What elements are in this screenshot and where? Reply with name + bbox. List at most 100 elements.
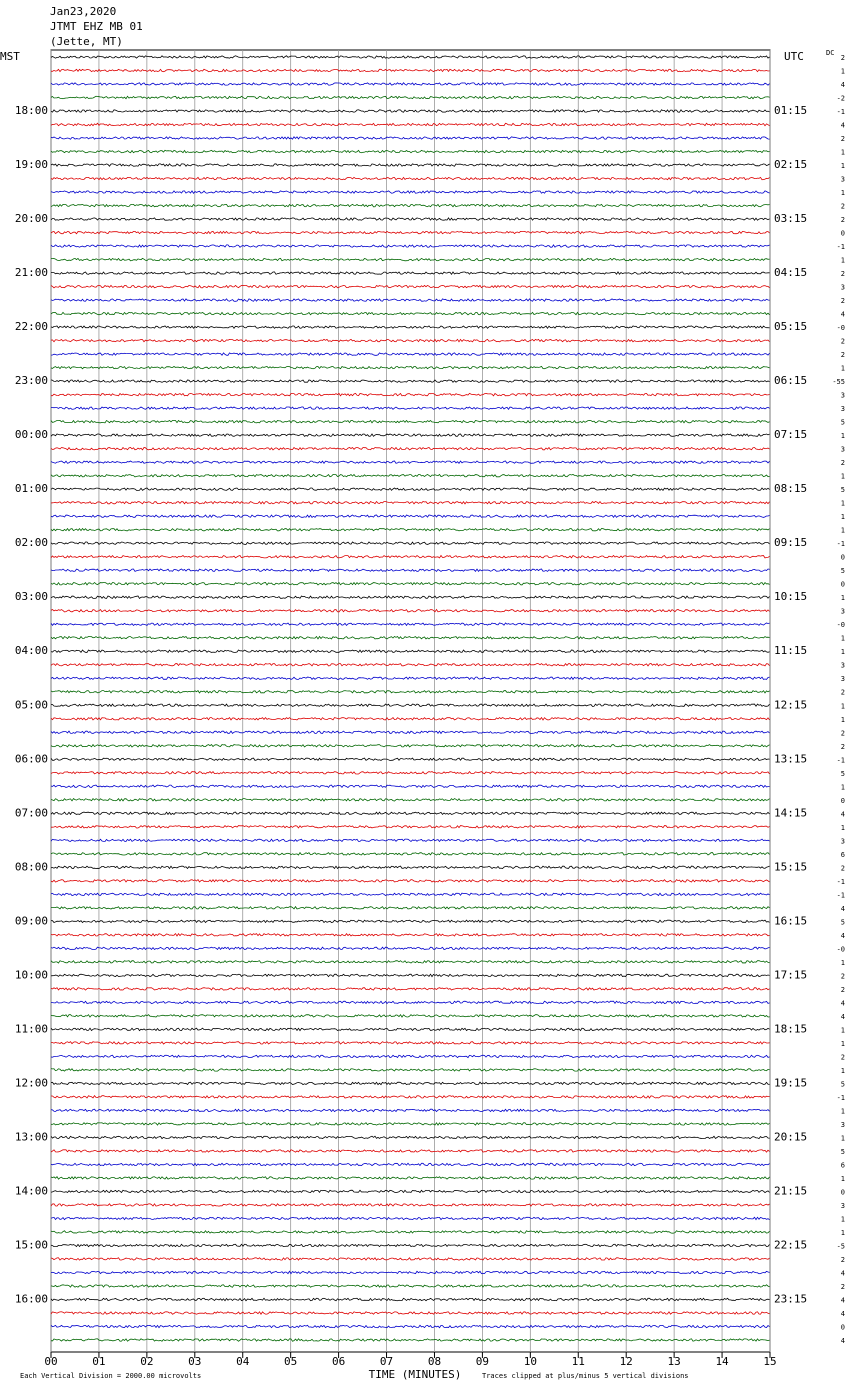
dc-value: -5	[837, 1242, 845, 1250]
utc-label: 23:15	[774, 1292, 807, 1305]
trace	[50, 892, 770, 897]
mst-label: 04:00	[15, 644, 48, 657]
dc-value: 0	[841, 1188, 845, 1196]
trace	[50, 581, 770, 586]
x-tick-label: 04	[236, 1355, 250, 1368]
dc-header: DC	[826, 49, 834, 57]
scale-note: Each Vertical Division = 2000.00 microvo…	[20, 1372, 201, 1380]
dc-value: 1	[841, 513, 845, 521]
dc-value: 1	[841, 189, 845, 197]
trace	[50, 136, 770, 140]
dc-value: 5	[841, 1080, 845, 1088]
dc-value: 4	[841, 1337, 845, 1345]
dc-value: -1	[837, 878, 845, 886]
x-tick-label: 02	[140, 1355, 153, 1368]
dc-value: 1	[841, 162, 845, 170]
dc-value: 3	[841, 1121, 845, 1129]
dc-value: 4	[841, 311, 845, 319]
trace	[50, 460, 770, 464]
dc-value: -1	[837, 891, 845, 899]
trace	[50, 743, 770, 748]
trace	[50, 82, 770, 86]
dc-value: 1	[841, 716, 845, 724]
dc-value: 4	[841, 1310, 845, 1318]
dc-value: 1	[841, 1067, 845, 1075]
utc-label: 14:15	[774, 806, 807, 819]
dc-value: -0	[837, 324, 845, 332]
dc-value: 2	[841, 338, 845, 346]
utc-label: 01:15	[774, 104, 807, 117]
dc-value: 2	[841, 297, 845, 305]
mst-label: 16:00	[15, 1292, 48, 1305]
trace	[50, 757, 770, 762]
dc-value: 1	[841, 473, 845, 481]
dc-value: 1	[841, 1107, 845, 1115]
title-line: Jan23,2020	[50, 5, 116, 18]
mst-label: 03:00	[15, 590, 48, 603]
trace	[51, 905, 770, 910]
mst-label: 13:00	[15, 1130, 48, 1143]
trace	[50, 878, 770, 883]
dc-value: -1	[837, 243, 845, 251]
dc-value: 1	[841, 527, 845, 535]
trace	[50, 595, 770, 599]
dc-value: 4	[841, 905, 845, 913]
dc-value: 4	[841, 1296, 845, 1304]
trace	[50, 865, 770, 870]
trace	[50, 1108, 770, 1113]
x-tick-label: 01	[92, 1355, 105, 1368]
trace	[50, 95, 770, 100]
utc-label: 13:15	[774, 752, 807, 765]
trace	[50, 487, 770, 492]
title-line: (Jette, MT)	[50, 35, 123, 48]
trace	[50, 716, 770, 721]
dc-value: 5	[841, 567, 845, 575]
utc-label: 12:15	[774, 698, 807, 711]
trace	[50, 1014, 770, 1018]
x-tick-label: 13	[668, 1355, 681, 1368]
dc-value: -0	[837, 945, 845, 953]
dc-value: 0	[841, 797, 845, 805]
trace	[50, 770, 770, 775]
trace	[50, 689, 770, 694]
left-header: MST	[0, 50, 20, 63]
trace	[50, 932, 770, 937]
dc-value: -55	[832, 378, 845, 386]
dc-value: -1	[837, 1094, 845, 1102]
trace	[50, 244, 770, 248]
trace	[50, 109, 770, 113]
utc-label: 03:15	[774, 212, 807, 225]
dc-value: 3	[841, 608, 845, 616]
trace	[50, 676, 770, 681]
dc-value: 2	[841, 1283, 845, 1291]
dc-value: 3	[841, 675, 845, 683]
trace	[50, 527, 770, 532]
dc-value: 5	[841, 486, 845, 494]
dc-value: 1	[841, 1026, 845, 1034]
utc-label: 15:15	[774, 860, 807, 873]
dc-value: 6	[841, 851, 845, 859]
trace	[50, 554, 770, 559]
dc-value: 2	[841, 972, 845, 980]
trace	[50, 419, 770, 424]
dc-value: 1	[841, 1175, 845, 1183]
x-tick-label: 05	[284, 1355, 297, 1368]
trace	[50, 284, 770, 289]
dc-value: 3	[841, 176, 845, 184]
dc-value: 5	[841, 419, 845, 427]
trace	[50, 1148, 770, 1153]
mst-label: 18:00	[15, 104, 48, 117]
dc-value: 2	[841, 351, 845, 359]
utc-label: 04:15	[774, 266, 807, 279]
dc-value: 2	[841, 459, 845, 467]
mst-label: 14:00	[15, 1184, 48, 1197]
dc-value: 5	[841, 918, 845, 926]
x-tick-label: 03	[188, 1355, 201, 1368]
trace	[50, 919, 770, 924]
utc-label: 05:15	[774, 320, 807, 333]
trace	[50, 514, 770, 518]
trace	[50, 500, 770, 505]
mst-label: 19:00	[15, 158, 48, 171]
dc-value: 6	[841, 1161, 845, 1169]
trace	[51, 1041, 770, 1045]
